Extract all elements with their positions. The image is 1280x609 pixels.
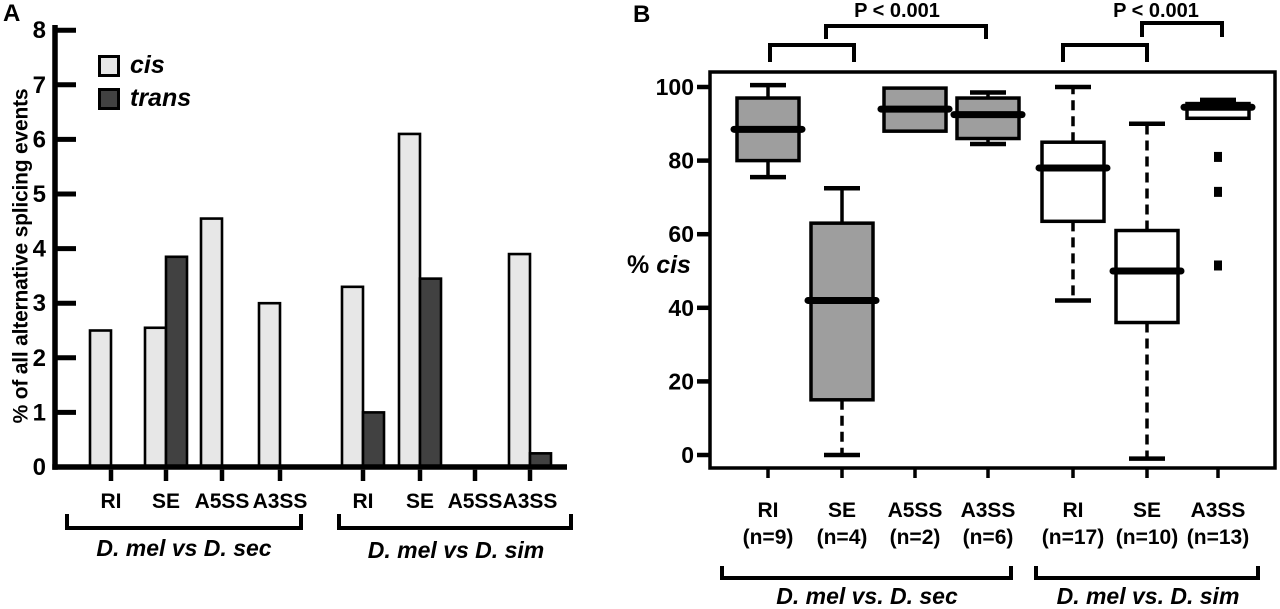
panel-b-n-label-4: (n=17) (1042, 526, 1104, 549)
panel-a-ytick-label-0: 0 (33, 454, 46, 481)
legend-label-cis: cis (130, 51, 165, 79)
panel-a-label: A (3, 0, 21, 27)
panel-b-category-label-6: A3SS (1191, 499, 1246, 522)
panel-b-n-label-3: (n=6) (963, 526, 1014, 549)
panel-a-xtick-label-SE-g0: SE (152, 490, 180, 513)
cis-word: cis (656, 251, 691, 279)
panel-b-ytick-label-100: 100 (656, 74, 694, 100)
sig-bracket-1 (824, 24, 988, 39)
bar-cis-SE-g0 (143, 326, 168, 469)
panel-b-category-label-3: A3SS (961, 499, 1016, 522)
bar-trans-SE-g0 (164, 255, 189, 469)
panel-a-group-bracket-1 (337, 514, 573, 530)
bar-cis-A3SS-g0 (257, 301, 282, 469)
legend-swatch-trans (98, 87, 120, 110)
panel-a-xtick-label-SE-g1: SE (406, 490, 434, 513)
bar-cis-A5SS-g0 (199, 217, 224, 469)
p-value-label-sec: P < 0.001 (854, 0, 940, 22)
box-A3SS-3 (955, 96, 1021, 141)
panel-b-y-axis-title: % cis (627, 253, 691, 278)
box-SE-1 (809, 221, 875, 402)
panel-a-ytick-label-7: 7 (33, 72, 46, 99)
panel-a-xtick-label-A3SS-g1: A3SS (503, 490, 558, 513)
panel-a-ytick-label-1: 1 (33, 399, 46, 426)
panel-b-n-label-5: (n=10) (1116, 526, 1178, 549)
bar-trans-SE-g1 (418, 277, 443, 469)
panel-a-xtick-label-RI-g1: RI (353, 490, 374, 513)
box-RI-4 (1040, 140, 1106, 224)
panel-a-xtick-label-A3SS-g0: A3SS (253, 490, 308, 513)
panel-b-ytick-label-20: 20 (668, 368, 694, 394)
outlier-6-0 (1214, 151, 1222, 162)
legend-item-cis: cis (98, 53, 191, 78)
bar-trans-RI-g1 (361, 411, 386, 469)
panel-a-xtick-label-A5SS-g1: A5SS (448, 490, 503, 513)
panel-a-y-axis-title: % of all alternative splicing events (9, 88, 33, 424)
panel-b-category-label-5: SE (1133, 499, 1161, 522)
panel-b-group-bracket-0 (720, 566, 1013, 580)
panel-b-ytick-label-40: 40 (668, 295, 694, 321)
panel-b-n-label-6: (n=13) (1187, 526, 1249, 549)
box-SE-5 (1114, 228, 1180, 325)
panel-b-group-bracket-1 (1034, 566, 1260, 580)
panel-b-label: B (633, 1, 651, 28)
panel-b-ytick-label-0: 0 (681, 442, 694, 468)
panel-a-xtick-label-A5SS-g0: A5SS (195, 490, 250, 513)
percent-sign: % (627, 251, 657, 279)
panel-a-ytick-label-2: 2 (33, 345, 46, 372)
group-label-b-dmel-vs-dsec: D. mel vs. D. sec (776, 583, 958, 609)
bar-cis-RI-g1 (340, 285, 365, 469)
group-label-a-dmel-vs-dsim: D. mel vs D. sim (367, 537, 545, 563)
panel-a-ytick-label-5: 5 (33, 181, 46, 208)
panel-b-category-label-1: SE (828, 499, 856, 522)
bar-cis-RI-g0 (88, 329, 113, 469)
legend-label-trans: trans (130, 84, 192, 112)
panel-b-category-label-2: A5SS (888, 499, 943, 522)
panel-b-category-label-4: RI (1063, 499, 1084, 522)
panel-a-xtick-label-RI-g0: RI (101, 490, 122, 513)
panel-b-category-label-0: RI (758, 499, 779, 522)
panel-b-n-label-1: (n=4) (817, 526, 868, 549)
outlier-6-2 (1214, 260, 1222, 271)
panel-b-n-label-2: (n=2) (890, 526, 941, 549)
legend-swatch-cis (98, 54, 120, 77)
p-value-label-sim: P < 0.001 (1113, 0, 1199, 22)
legend-item-trans: trans (98, 86, 191, 111)
legend: cis trans (98, 53, 191, 111)
panel-b-n-label-0: (n=9) (743, 526, 794, 549)
panel-b-ytick-label-80: 80 (668, 148, 694, 174)
panel-b-ytick-label-60: 60 (668, 221, 694, 247)
panel-a-ytick-label-4: 4 (33, 236, 47, 263)
outlier-6-1 (1214, 186, 1222, 197)
sig-bracket-3 (1140, 21, 1224, 37)
panel-a-ytick-label-3: 3 (33, 290, 46, 317)
sig-bracket-2 (1061, 43, 1149, 62)
bar-cis-SE-g1 (397, 132, 422, 469)
bar-cis-A3SS-g1 (507, 252, 532, 469)
panel-a-group-bracket-0 (65, 514, 303, 530)
panel-a-ytick-label-8: 8 (33, 17, 46, 44)
panel-a-ytick-label-6: 6 (33, 126, 46, 153)
group-label-a-dmel-vs-dsec: D. mel vs D. sec (96, 535, 272, 561)
group-label-b-dmel-vs-dsim: D. mel vs. D. sim (1056, 583, 1240, 609)
sig-bracket-0 (768, 43, 856, 62)
